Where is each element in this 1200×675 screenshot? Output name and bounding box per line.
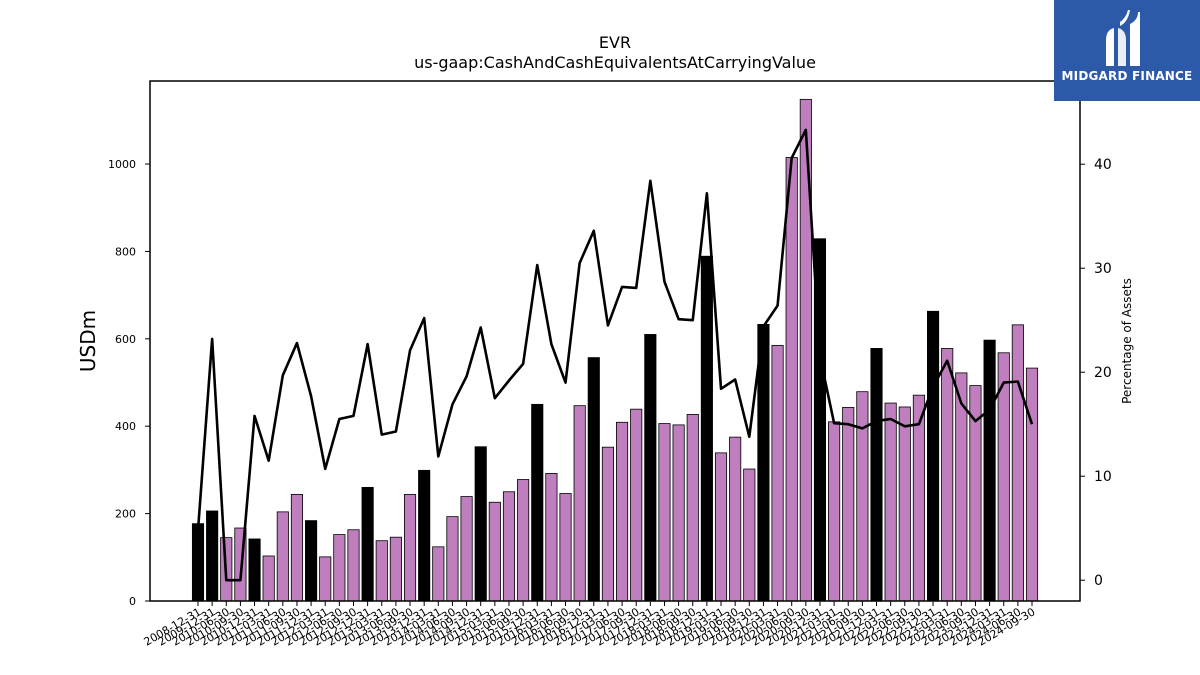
y-tick-label: 1000	[108, 158, 136, 171]
bar-2017-03-31	[601, 446, 614, 602]
bar-2020-06-30	[785, 157, 798, 602]
bar-2014-12-31	[474, 446, 487, 602]
bar-2013-03-31	[375, 540, 388, 602]
bar-2012-03-31	[319, 556, 332, 602]
bar-2021-03-31	[828, 421, 841, 602]
bar-2021-06-30	[842, 407, 855, 602]
bar-2024-09-30	[1025, 367, 1039, 602]
y2-axis-ticks: 0 10 20 30 40	[1080, 157, 1112, 589]
bar-2011-12-31	[305, 520, 318, 602]
bar-2018-12-31	[700, 255, 713, 602]
bar-2012-06-30	[333, 534, 346, 602]
bar-2012-09-30	[347, 529, 360, 602]
bar-2014-09-30	[460, 496, 473, 602]
y-axis-ticks: 0 200 400 600 800 1000	[108, 158, 150, 608]
bar-2010-12-31	[248, 538, 261, 602]
bar-2019-03-31	[714, 452, 728, 602]
logo-text: MIDGARD FINANCE	[1061, 69, 1193, 83]
bar-2015-06-30	[502, 491, 516, 602]
bar-2021-09-30	[856, 391, 869, 602]
bar-2008-12-31	[191, 523, 205, 602]
bar-2013-12-31	[418, 469, 431, 602]
axes	[149, 80, 1081, 602]
bar-2017-09-30	[630, 408, 643, 602]
bar-series	[191, 98, 1039, 602]
bar-2023-03-31	[941, 348, 954, 602]
y-tick-label: 800	[115, 245, 136, 258]
bar-2011-06-30	[276, 511, 289, 602]
bar-2013-09-30	[403, 493, 417, 602]
midgard-finance-logo: MIDGARD FINANCE	[1054, 0, 1200, 101]
chart-subtitle: us-gaap:CashAndCashEquivalentsAtCarrying…	[414, 53, 816, 72]
bar-2011-03-31	[262, 555, 275, 602]
bar-2022-06-30	[898, 406, 911, 602]
bar-2011-09-30	[290, 493, 304, 602]
bar-2017-12-31	[644, 334, 657, 602]
bar-2022-03-31	[884, 402, 897, 602]
bar-2024-06-30	[1011, 324, 1024, 602]
y-tick-label: 600	[115, 333, 136, 346]
bar-2012-12-31	[361, 486, 374, 602]
y-tick-label: 400	[115, 420, 136, 433]
y2-tick-label: 10	[1094, 469, 1112, 485]
bar-2016-09-30	[573, 405, 586, 602]
y-tick-label: 200	[115, 508, 136, 521]
bar-2019-09-30	[743, 468, 756, 602]
bar-2015-03-31	[488, 501, 501, 602]
y-axis-label: USDm	[76, 310, 100, 372]
y2-tick-label: 0	[1094, 573, 1103, 589]
bar-2016-03-31	[545, 472, 558, 602]
bar-2016-12-31	[587, 357, 600, 602]
y2-tick-label: 30	[1094, 261, 1112, 277]
bar-2019-06-30	[729, 436, 742, 602]
midgard-logo-icon	[1106, 10, 1140, 66]
y2-tick-label: 20	[1094, 365, 1112, 381]
bar-2020-03-31	[771, 344, 784, 602]
bar-2015-12-31	[531, 403, 544, 602]
line-series	[196, 128, 1034, 582]
bar-2013-06-30	[389, 536, 402, 602]
bar-2023-12-31	[983, 339, 996, 602]
percentage-of-assets-line	[196, 128, 1034, 582]
bar-2017-06-30	[616, 421, 629, 602]
bar-2009-12-31	[206, 510, 219, 602]
bar-2016-06-30	[559, 493, 572, 602]
bar-2014-03-31	[432, 546, 445, 602]
bar-2014-06-30	[446, 516, 459, 602]
y2-tick-label: 40	[1094, 157, 1112, 173]
bar-2018-09-30	[686, 414, 699, 602]
bar-2018-03-31	[658, 423, 671, 602]
chart-title: EVR	[599, 33, 631, 52]
y-tick-label: 0	[129, 595, 136, 608]
x-axis-ticks: 2008-12-312009-12-312010-06-302010-09-30…	[142, 601, 1038, 649]
plot-frame	[149, 80, 1081, 602]
bar-2018-06-30	[672, 424, 685, 602]
bar-2021-12-31	[870, 348, 883, 602]
y2-axis-label: Percentage of Assets	[1120, 278, 1134, 404]
bar-2022-12-31	[927, 310, 940, 602]
bar-2015-09-30	[517, 479, 530, 602]
